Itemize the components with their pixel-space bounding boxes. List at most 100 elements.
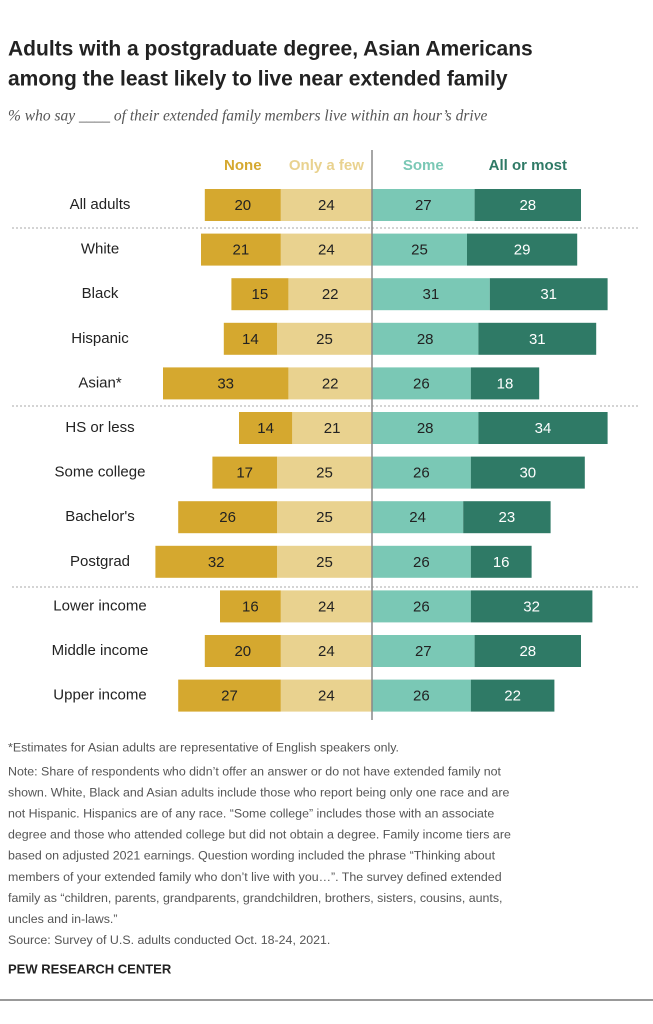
value-label: 31 (423, 286, 440, 303)
value-label: 26 (413, 688, 430, 705)
value-label: 20 (234, 197, 251, 214)
bar-segment (372, 322, 479, 355)
value-label: 30 (519, 465, 536, 482)
note: based on adjusted 2021 earnings. Questio… (8, 849, 496, 863)
bar-segment (372, 501, 464, 534)
bar-segment (223, 322, 277, 355)
bar-segment (163, 367, 289, 400)
bar-segment (280, 635, 372, 667)
bar-segment (292, 412, 372, 444)
category-label: Lower income (53, 597, 146, 614)
category-label: Black (82, 285, 119, 302)
value-label: 27 (221, 688, 238, 705)
value-label: 29 (514, 242, 531, 259)
bar-segment (155, 545, 277, 578)
value-label: 16 (242, 598, 259, 615)
value-label: 18 (497, 375, 514, 392)
value-label: 32 (208, 554, 225, 571)
category-label: Hispanic (71, 330, 129, 347)
category-label: Some college (55, 464, 146, 481)
chart-subtitle: % who say ____ of their extended family … (8, 108, 488, 125)
bar-segment (280, 233, 372, 266)
bar-segment (372, 456, 471, 489)
legend-label: All or most (489, 157, 567, 174)
bar-segment (474, 189, 581, 221)
bar-segment (372, 189, 475, 221)
chart-title: Adults with a postgraduate degree, Asian… (8, 38, 533, 61)
value-label: 20 (234, 643, 251, 660)
value-label: 28 (417, 331, 434, 348)
bar-segment (467, 233, 578, 266)
chart-title: among the least likely to live near exte… (8, 68, 508, 91)
value-label: 21 (324, 420, 341, 437)
value-label: 28 (417, 420, 434, 437)
bar-segment (470, 590, 593, 623)
category-label: Asian* (78, 374, 122, 391)
bar-segment (372, 233, 467, 266)
bar-segment (277, 456, 372, 489)
category-label: Middle income (52, 642, 149, 659)
note: not Hispanic. Hispanics are of any race.… (8, 806, 494, 820)
bar-segment (372, 412, 479, 444)
note: Source: Survey of U.S. adults conducted … (8, 933, 330, 947)
value-label: 27 (415, 643, 432, 660)
bar-segment (280, 679, 372, 712)
value-label: 16 (493, 554, 510, 571)
value-label: 14 (257, 420, 274, 437)
bar-segment (178, 679, 281, 712)
category-label: Postgrad (70, 553, 130, 570)
bar-segment (372, 590, 471, 623)
bar-segment (239, 412, 293, 444)
bar-segment (470, 679, 555, 712)
bar-segment (470, 545, 532, 578)
legend-label: Some (403, 157, 444, 174)
bar-segment (463, 501, 551, 534)
bar-segment (280, 189, 372, 221)
note: members of your extended family who don’… (8, 870, 502, 884)
bar-segment (231, 278, 289, 311)
bar-segment (470, 367, 540, 400)
value-label: 31 (529, 331, 546, 348)
bar-segment (212, 456, 277, 489)
value-label: 26 (219, 509, 236, 526)
bar-segment (372, 545, 471, 578)
bar-segment (204, 635, 281, 667)
value-label: 24 (409, 509, 426, 526)
bar-segment (478, 412, 608, 444)
bar-segment (204, 189, 281, 221)
bar-segment (372, 367, 471, 400)
bar-segment (288, 278, 372, 311)
value-label: 26 (413, 554, 430, 571)
bar-segment (470, 456, 585, 489)
value-label: 17 (236, 465, 253, 482)
value-label: 24 (318, 242, 335, 259)
bar-segment (178, 501, 277, 534)
note: *Estimates for Asian adults are represen… (8, 740, 399, 754)
value-label: 24 (318, 643, 335, 660)
bar-segment (372, 278, 490, 311)
bar-segment (277, 545, 372, 578)
value-label: 24 (318, 598, 335, 615)
value-label: 22 (322, 375, 339, 392)
legend-label: Only a few (289, 157, 364, 174)
bar-segment (277, 501, 372, 534)
category-label: All adults (70, 196, 131, 213)
value-label: 25 (316, 509, 333, 526)
category-label: Upper income (53, 687, 146, 704)
value-label: 25 (316, 554, 333, 571)
value-label: 25 (316, 331, 333, 348)
bar-segment (220, 590, 281, 623)
bar-segment (489, 278, 608, 311)
note: shown. White, Black and Asian adults inc… (8, 785, 510, 799)
value-label: 25 (411, 242, 428, 259)
value-label: 15 (252, 286, 269, 303)
bar-segment (201, 233, 281, 266)
bar-segment (280, 590, 372, 623)
bar-segment (478, 322, 597, 355)
value-label: 28 (519, 197, 536, 214)
value-label: 33 (217, 375, 234, 392)
value-label: 24 (318, 688, 335, 705)
value-label: 22 (504, 688, 521, 705)
category-label: Bachelor's (65, 508, 135, 525)
